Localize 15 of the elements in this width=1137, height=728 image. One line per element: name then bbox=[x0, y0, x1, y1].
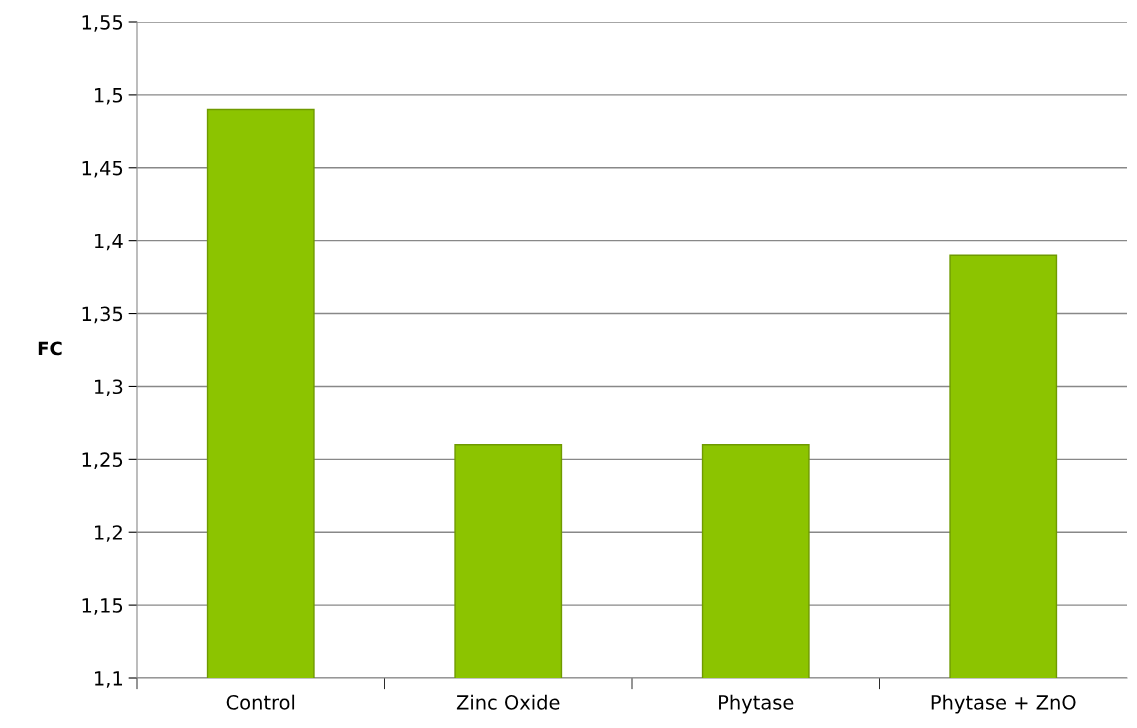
x-tick-label: Control bbox=[226, 694, 295, 710]
x-tick-label: Phytase + ZnO bbox=[931, 694, 1076, 714]
y-axis-title: FC bbox=[38, 341, 62, 356]
y-tick-label: 1,45 bbox=[82, 160, 123, 178]
y-tick-label: 1,55 bbox=[82, 15, 123, 32]
x-tick-label: Phytase bbox=[719, 694, 794, 714]
y-tick-label: 1,35 bbox=[82, 306, 123, 324]
y-tick-label: 1,5 bbox=[95, 88, 123, 105]
y-tick-label: 1,1 bbox=[95, 671, 123, 688]
y-tick-label: 1,15 bbox=[82, 598, 123, 615]
y-tick-label: 1,3 bbox=[95, 379, 123, 397]
y-tick-label: 1,4 bbox=[95, 233, 123, 251]
y-tick-label: 1,2 bbox=[95, 525, 122, 542]
x-tick-label: Zinc Oxide bbox=[456, 694, 560, 710]
y-tick-label: 1,25 bbox=[82, 452, 123, 469]
